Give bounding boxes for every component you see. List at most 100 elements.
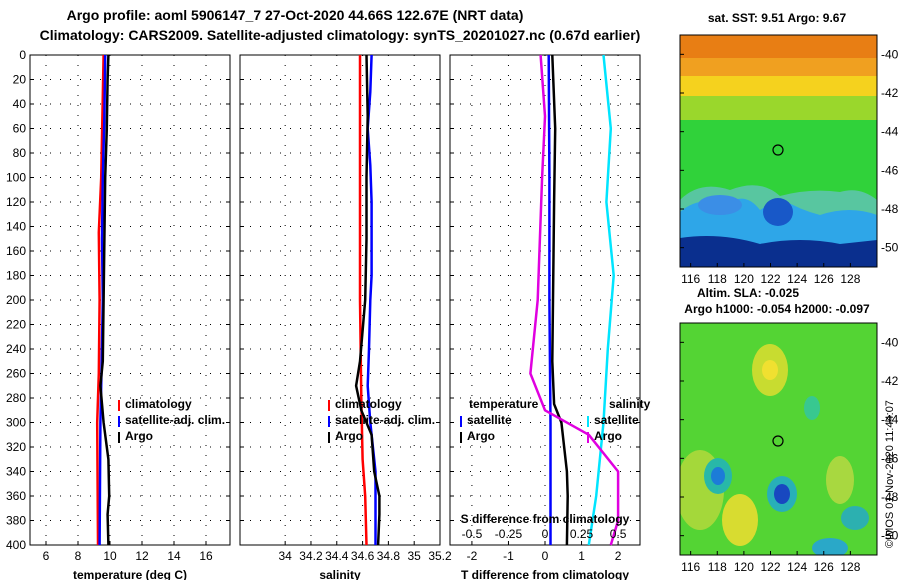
sst-band-green [680, 120, 877, 200]
secondary-x-tick-label: -0.5 [462, 527, 483, 541]
sst-cold-eddy [763, 198, 793, 226]
secondary-x-tick-label: 0 [542, 527, 549, 541]
series-climatology [358, 55, 368, 546]
sst-band-lime [680, 96, 877, 122]
sla-low [774, 484, 790, 504]
sla-subtitle: Altim. SLA: -0.025 [697, 286, 799, 300]
depth-tick-label: 120 [6, 195, 26, 209]
secondary-x-tick-label: -0.25 [495, 527, 523, 541]
legend-label-s-satellite: satellite [594, 413, 639, 427]
lat-tick-label: -40 [881, 47, 899, 61]
x-tick-label: -1 [503, 549, 514, 563]
sla-map-frame [679, 322, 878, 556]
lon-tick-label: 120 [734, 272, 754, 286]
difference-legend-temperature: temperature satellite Argo [460, 397, 539, 443]
salinity-profile-panel: 34 34.2 34.4 34.6 34.8 35 35.2 salinity [239, 54, 452, 580]
lon-tick-label: 120 [734, 560, 754, 574]
sla-patch [762, 360, 778, 380]
temperature-profile-panel: 0 20 40 60 80 100 120 140 160 180 200 220 240 260 280 3… [6, 48, 231, 580]
argo-position-marker-sla [772, 435, 784, 447]
depth-tick-label: 100 [6, 171, 26, 185]
sst-cold-eddy-west [698, 195, 742, 215]
lat-tick-label: -44 [881, 125, 899, 139]
x-tick-label: 0 [542, 549, 549, 563]
series-salinity-argo [529, 54, 620, 546]
lat-tick-label: -50 [881, 529, 899, 543]
x-tick-label: 34.4 [325, 549, 349, 563]
legend-label-climatology: climatology [125, 397, 192, 411]
legend-label-t-argo: Argo [467, 429, 495, 443]
legend-heading-temperature: temperature [469, 397, 539, 411]
depth-tick-label: 160 [6, 244, 26, 258]
lon-tick-label: 118 [708, 560, 727, 574]
lat-tick-label: -42 [881, 86, 899, 100]
sst-map-axes: -40 -42 -44 -46 -48 -50 116 118 120 122 124 126 128 [680, 47, 899, 286]
depth-tick-label: 60 [13, 122, 27, 136]
secondary-x-tick-label: 0.25 [570, 527, 594, 541]
depth-tick-label: 240 [6, 342, 26, 356]
series-salinity-satellite [587, 54, 615, 546]
sst-map-title: sat. SST: 9.51 Argo: 9.67 [708, 11, 847, 25]
x-tick-label: 34.6 [351, 549, 375, 563]
legend-label-argo: Argo [125, 429, 153, 443]
title-line-1: Argo profile: aoml 5906147_7 27-Oct-2020… [67, 7, 524, 23]
sst-deep-cold [680, 236, 877, 267]
lon-tick-label: 116 [681, 272, 700, 286]
title-line-2: Climatology: CARS2009. Satellite-adjuste… [40, 27, 641, 43]
sla-low [804, 396, 820, 420]
timestamp: ©IMOS 01-Nov-2020 11:44:07 [884, 400, 896, 548]
depth-tick-label: 400 [6, 538, 26, 552]
sla-low [812, 538, 848, 555]
lon-tick-label: 126 [814, 272, 834, 286]
lon-tick-label: 126 [814, 560, 834, 574]
x-tick-label: 14 [167, 549, 181, 563]
depth-tick-label: 80 [13, 146, 27, 160]
depth-tick-label: 380 [6, 514, 26, 528]
sla-patch [722, 494, 758, 546]
x-tick-label: 34 [278, 549, 292, 563]
lon-tick-label: 118 [708, 272, 727, 286]
x-tick-label: 35 [408, 549, 422, 563]
x-tick-label: 6 [43, 549, 50, 563]
lon-tick-label: 122 [760, 560, 780, 574]
series-temperature-argo [551, 54, 569, 546]
series-satellite-adj-clim- [98, 54, 107, 546]
x-tick-label: -2 [467, 549, 478, 563]
legend-label-climatology: climatology [335, 397, 402, 411]
legend-label-s-argo: Argo [594, 429, 622, 443]
lat-tick-label: -40 [881, 335, 899, 349]
depth-tick-label: 260 [6, 367, 26, 381]
lon-tick-label: 128 [840, 560, 860, 574]
lat-tick-label: -42 [881, 374, 899, 388]
sla-patch [826, 456, 854, 504]
depth-tick-label: 0 [19, 48, 26, 62]
lat-tick-label: -50 [881, 241, 899, 255]
x-tick-label: 34.8 [377, 549, 401, 563]
depth-tick-label: 340 [6, 465, 26, 479]
difference-profile-panel: -2 -1 0 1 2 T difference from climatology S di… [449, 54, 641, 580]
depth-tick-label: 220 [6, 318, 26, 332]
sst-band-orange [680, 58, 877, 78]
series-argo [99, 54, 111, 546]
sst-map-frame [679, 34, 878, 268]
depth-tick-label: 180 [6, 269, 26, 283]
x-axis-label: T difference from climatology [461, 568, 629, 580]
depth-tick-label: 40 [13, 97, 27, 111]
lon-tick-label: 128 [840, 272, 860, 286]
x-tick-label: 34.2 [299, 549, 323, 563]
lat-tick-label: -48 [881, 202, 899, 216]
depth-tick-label: 300 [6, 416, 26, 430]
x-tick-label: 12 [135, 549, 149, 563]
depth-tick-label: 320 [6, 440, 26, 454]
lat-tick-label: -46 [881, 451, 899, 465]
legend-label-t-satellite: satellite [467, 413, 512, 427]
x-tick-label: 16 [199, 549, 213, 563]
depth-tick-label: 200 [6, 293, 26, 307]
sst-band-yellow [680, 76, 877, 98]
sst-map [680, 35, 877, 267]
x-tick-label: 35.2 [428, 549, 452, 563]
x-tick-label: 2 [615, 549, 622, 563]
lat-tick-label: -44 [881, 413, 899, 427]
lon-tick-label: 124 [787, 560, 807, 574]
